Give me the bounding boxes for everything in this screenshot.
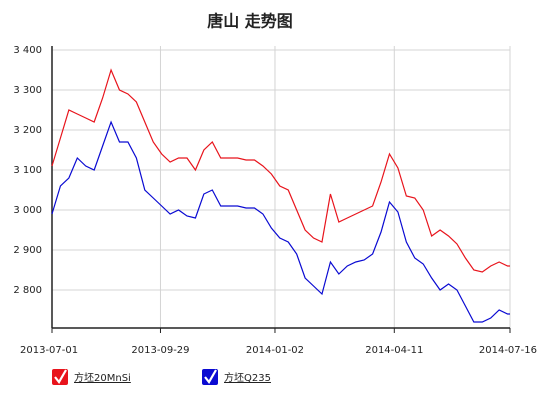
y-tick-label: 3 100 <box>13 165 42 176</box>
x-tick-label: 2013-09-29 <box>131 345 189 356</box>
y-tick-label: 2 900 <box>13 245 42 256</box>
y-tick-label: 2 800 <box>13 285 42 296</box>
chart-title: 唐山 走势图 <box>207 12 293 31</box>
legend-check <box>54 369 67 384</box>
x-tick-label: 2014-01-02 <box>246 345 304 356</box>
y-tick-label: 3 300 <box>13 85 42 96</box>
x-tick-label: 2013-07-01 <box>20 345 78 356</box>
y-tick-label: 3 200 <box>13 125 42 136</box>
y-tick-label: 3 400 <box>13 45 42 56</box>
legend-label: 方坯Q235 <box>224 371 271 384</box>
x-tick-label: 2014-07-16 <box>479 345 537 356</box>
x-tick-label: 2014-04-11 <box>365 345 423 356</box>
series-line <box>51 68 510 273</box>
legend-item[interactable]: 方坯20MnSi <box>52 369 131 385</box>
legend-label: 方坯20MnSi <box>74 371 131 384</box>
legend-item[interactable]: 方坯Q235 <box>202 369 271 385</box>
y-tick-label: 3 000 <box>13 205 42 216</box>
legend-check <box>204 369 217 384</box>
series-line <box>51 120 510 323</box>
